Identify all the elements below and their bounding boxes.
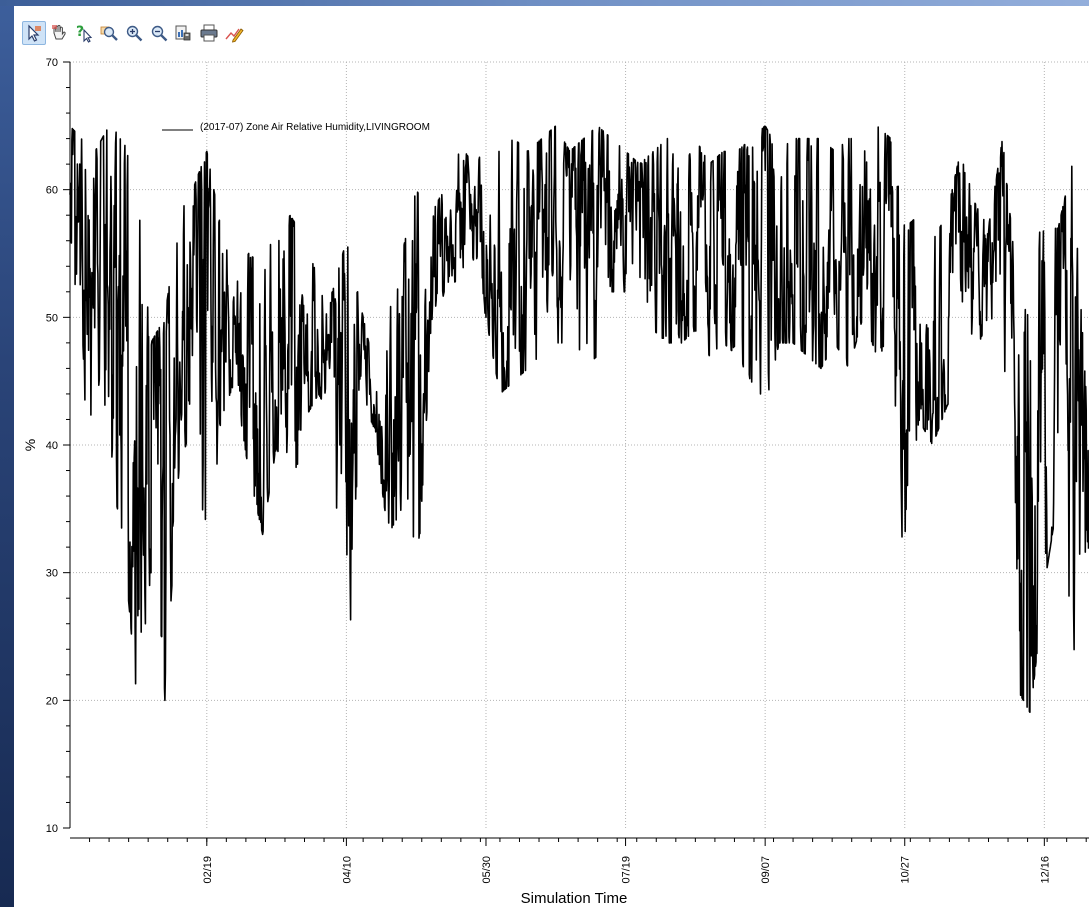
print-tool-button[interactable] — [197, 21, 221, 45]
question-pointer-icon: ? — [76, 24, 93, 43]
series-line-livingroom-humidity[interactable] — [69, 125, 1089, 714]
x-tick-label: 05/30 — [481, 856, 493, 884]
x-tick-label: 07/19 — [621, 856, 633, 884]
y-tick-label: 70 — [46, 57, 58, 69]
chart-toolbar: ? — [22, 20, 247, 46]
printer-icon — [200, 24, 218, 42]
y-tick-label: 60 — [46, 185, 58, 197]
x-tick-label: 09/07 — [760, 856, 772, 884]
hand-icon — [52, 24, 66, 40]
pointer-tool-button[interactable] — [22, 21, 46, 45]
y-tick-label: 10 — [46, 823, 58, 835]
y-tick-label: 30 — [46, 568, 58, 580]
magnifier-box-icon — [100, 26, 118, 41]
window-title-edge — [0, 0, 1089, 6]
desktop-background — [0, 0, 14, 907]
x-tick-label: 04/10 — [341, 856, 353, 884]
save-chart-icon — [175, 25, 191, 41]
x-tick-label: 10/27 — [900, 856, 912, 884]
legend-label: (2017-07) Zone Air Relative Humidity,LIV… — [200, 122, 430, 133]
pan-tool-button[interactable] — [47, 21, 71, 45]
magnifier-minus-icon — [151, 25, 168, 42]
arrow-pointer-icon — [28, 24, 41, 42]
save-tool-button[interactable] — [172, 21, 196, 45]
zoom-box-tool-button[interactable] — [97, 21, 121, 45]
y-tick-label: 20 — [46, 695, 58, 707]
pencil-chart-icon — [225, 28, 244, 43]
y-tick-label: 40 — [46, 440, 58, 452]
x-tick-label: 12/16 — [1039, 856, 1051, 884]
legend: (2017-07) Zone Air Relative Humidity,LIV… — [162, 122, 430, 133]
query-tool-button[interactable]: ? — [72, 21, 96, 45]
x-axis-ticks: 02/19 04/10 05/30 07/19 09/07 10/27 12/16 — [89, 838, 1087, 884]
edit-chart-tool-button[interactable] — [222, 21, 246, 45]
svg-text:?: ? — [76, 24, 84, 40]
y-axis-ticks: 10 20 30 40 50 60 70 — [46, 57, 70, 835]
y-tick-label: 50 — [46, 312, 58, 324]
x-axis-label: Simulation Time — [521, 890, 628, 907]
y-axis-label: % — [22, 439, 38, 451]
x-tick-label: 02/19 — [202, 856, 214, 884]
zoom-in-tool-button[interactable] — [122, 21, 146, 45]
magnifier-plus-icon — [126, 25, 143, 42]
zoom-out-tool-button[interactable] — [147, 21, 171, 45]
series-layer — [69, 125, 1089, 714]
gridlines — [70, 61, 1089, 828]
